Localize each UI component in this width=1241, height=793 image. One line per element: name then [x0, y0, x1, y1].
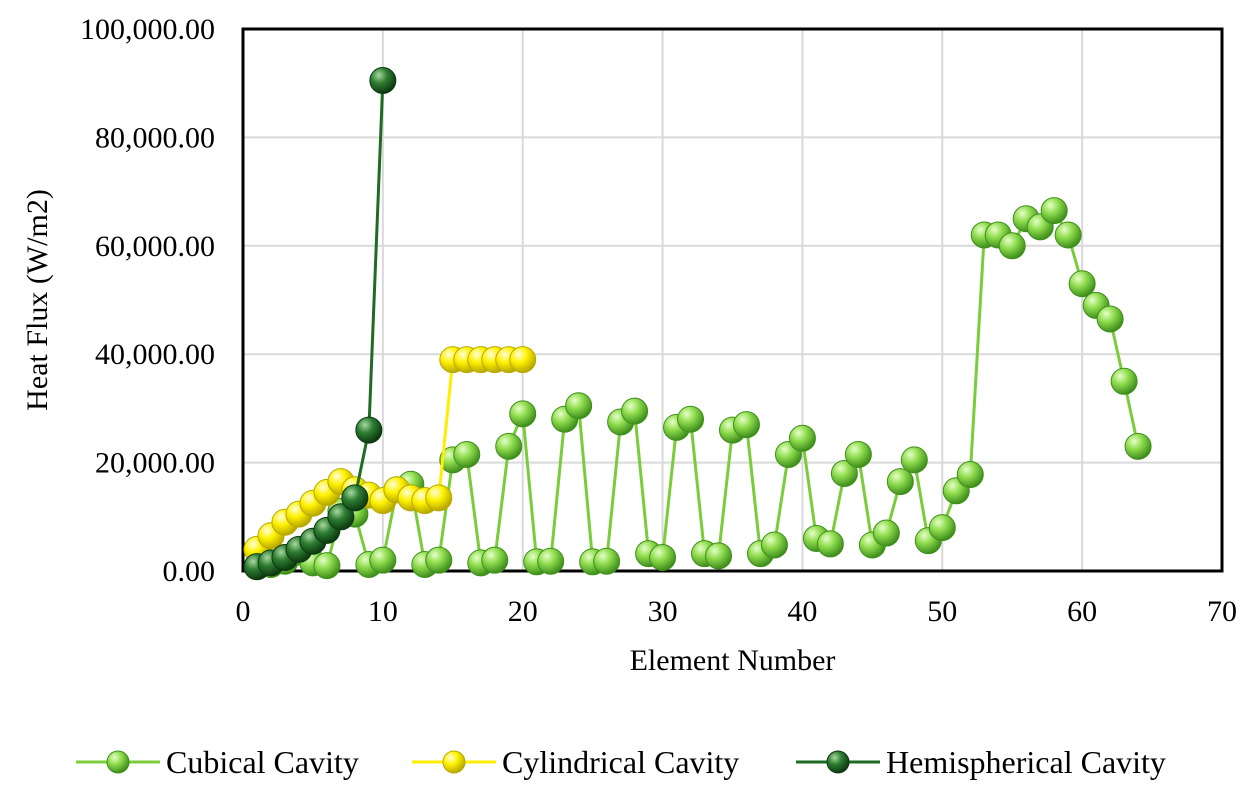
data-point [537, 547, 565, 575]
data-point [900, 446, 928, 474]
y-tick-label: 0.00 [163, 555, 216, 588]
legend-marker-hemispherical-icon [796, 750, 880, 774]
y-axis-ticks: 0.00 20,000.00 40,000.00 60,000.00 80,000.00… [80, 13, 215, 588]
x-tick-label: 30 [648, 595, 678, 628]
data-point [369, 546, 397, 574]
legend-label-cubical: Cubical Cavity [166, 743, 359, 780]
x-tick-label: 20 [508, 595, 538, 628]
y-tick-label: 20,000.00 [95, 447, 215, 480]
x-tick-label: 50 [927, 595, 957, 628]
legend-item-cubical: Cubical Cavity [76, 738, 359, 786]
data-point [565, 392, 593, 420]
data-point [816, 530, 844, 558]
data-point [593, 547, 621, 575]
data-point [998, 232, 1026, 260]
series-layer [243, 66, 1152, 581]
data-point [453, 440, 481, 468]
y-tick-label: 40,000.00 [95, 338, 215, 371]
data-point [956, 461, 984, 489]
x-tick-label: 60 [1067, 595, 1097, 628]
chart: 0.00 20,000.00 40,000.00 60,000.00 80,000.00… [21, 13, 1238, 677]
data-point [481, 546, 509, 574]
data-point [355, 416, 383, 444]
y-tick-label: 60,000.00 [95, 230, 215, 263]
x-tick-label: 70 [1207, 595, 1237, 628]
legend-label-hemispherical: Hemispherical Cavity [886, 743, 1166, 780]
data-point [788, 424, 816, 452]
legend-item-hemispherical: Hemispherical Cavity [796, 738, 1166, 786]
legend: Cubical Cavity Cylindrical Cavity Hemisp… [0, 738, 1241, 786]
data-point [621, 397, 649, 425]
data-point [369, 66, 397, 94]
data-point [886, 468, 914, 496]
x-tick-label: 0 [236, 595, 251, 628]
data-point [928, 514, 956, 542]
data-point [327, 503, 355, 531]
data-point [677, 405, 705, 433]
x-tick-label: 40 [787, 595, 817, 628]
legend-marker-cylindrical-icon [412, 750, 496, 774]
y-tick-label: 100,000.00 [80, 13, 215, 46]
data-point [425, 546, 453, 574]
y-tick-label: 80,000.00 [95, 121, 215, 154]
data-point [732, 411, 760, 439]
data-point [495, 432, 523, 460]
data-point [705, 542, 733, 570]
data-point [425, 484, 453, 512]
data-point [341, 484, 369, 512]
series-0 [243, 197, 1152, 581]
series-2 [243, 66, 397, 581]
data-point [1040, 197, 1068, 225]
data-point [1096, 305, 1124, 333]
data-point [1110, 367, 1138, 395]
data-point [313, 552, 341, 580]
plot-area [241, 27, 1224, 573]
legend-item-cylindrical: Cylindrical Cavity [412, 738, 739, 786]
legend-marker-cubical-icon [76, 750, 160, 774]
legend-label-cylindrical: Cylindrical Cavity [502, 743, 740, 780]
data-point [1124, 432, 1152, 460]
x-axis-ticks: 0 10 20 30 40 50 60 70 [236, 595, 1238, 628]
data-point [872, 519, 900, 547]
x-tick-label: 10 [368, 595, 398, 628]
y-axis-title: Heat Flux (W/m2) [21, 189, 54, 411]
data-point [844, 440, 872, 468]
data-point [649, 543, 677, 571]
series-line [256, 207, 1140, 569]
data-point [1068, 270, 1096, 298]
data-point [509, 400, 537, 428]
data-point [509, 346, 537, 374]
data-point [760, 531, 788, 559]
data-point [1054, 221, 1082, 249]
data-point [830, 459, 858, 487]
x-axis-title: Element Number [630, 644, 836, 677]
